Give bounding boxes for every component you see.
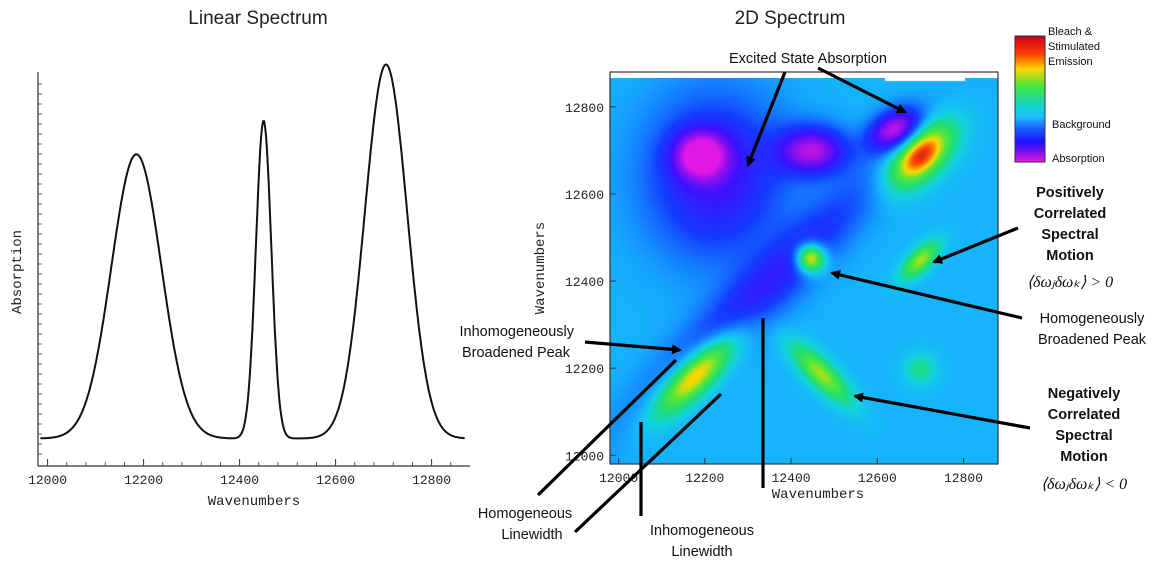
neg-corr-label-4: Motion — [1060, 449, 1108, 465]
neg-corr-arrow — [853, 392, 1031, 430]
2d-heatmap-wrapper — [610, 78, 998, 464]
homog-lw-label-1: Homogeneous — [478, 506, 572, 522]
pos-corr-arrow — [932, 226, 1019, 264]
linear-x-tick-label: 12800 — [412, 473, 451, 488]
inhomog-peak-label-1: Inhomogeneously — [460, 324, 575, 340]
linear-spectrum-title: Linear Spectrum — [188, 8, 327, 29]
linear-spectrum-panel: Linear Spectrum 12000 12200 12400 12600 1280… — [10, 8, 470, 510]
linear-x-tick-label: 12400 — [220, 473, 259, 488]
esa-arrow-1 — [746, 71, 787, 167]
linear-x-tick-label: 12000 — [28, 473, 67, 488]
2d-y-tick-label: 12200 — [565, 362, 604, 377]
2d-x-tick-label: 12600 — [858, 471, 897, 486]
linear-x-tick-label: 12200 — [124, 473, 163, 488]
linear-x-axis-label: Wavenumbers — [208, 494, 300, 510]
2d-y-axis-label: Wavenumbers — [533, 222, 549, 314]
2d-spectrum-panel: 2D Spectrum 12000 12200 12400 12600 12800 12… — [533, 8, 1111, 503]
linear-axes — [37, 72, 470, 467]
linear-y-axis-label: Absorption — [10, 230, 26, 314]
2d-x-ticks: 12000 12200 12400 12600 12800 — [599, 458, 983, 486]
esa-label: Excited State Absorption — [729, 51, 887, 67]
2d-heatmap — [610, 78, 998, 464]
neg-corr-label-3: Spectral — [1055, 428, 1112, 444]
absorption-curve — [40, 63, 465, 440]
homog-lw-line-1 — [536, 358, 678, 497]
2d-spectrum-title: 2D Spectrum — [735, 8, 846, 29]
pos-corr-formula: ⟨δωⱼδωₖ⟩ > 0 — [1027, 274, 1113, 291]
inhomog-peak-label-2: Broadened Peak — [462, 345, 571, 361]
homog-lw-label-2: Linewidth — [501, 527, 562, 543]
esa-arrow-2 — [817, 66, 907, 114]
pos-corr-label-2: Correlated — [1034, 206, 1107, 222]
colorbar-top-label-2: Stimulated — [1048, 41, 1100, 53]
pos-corr-label-3: Spectral — [1041, 227, 1098, 243]
colorbar-bottom-label: Absorption — [1052, 153, 1105, 165]
2d-plot-frame — [609, 71, 999, 465]
inhomog-lw-label-1: Inhomogeneous — [650, 523, 754, 539]
2d-x-tick-label: 12800 — [944, 471, 983, 486]
2d-x-tick-label: 12200 — [685, 471, 724, 486]
2d-y-tick-label: 12600 — [565, 188, 604, 203]
homog-peak-label-2: Broadened Peak — [1038, 332, 1147, 348]
2d-y-tick-label: 12800 — [565, 101, 604, 116]
neg-corr-label-1: Negatively — [1048, 386, 1121, 402]
2d-x-tick-label: 12400 — [772, 471, 811, 486]
colorbar-top-label-3: Emission — [1048, 56, 1093, 68]
2d-x-axis-label: Wavenumbers — [772, 487, 864, 503]
neg-corr-formula: ⟨δωⱼδωₖ⟩ < 0 — [1041, 476, 1127, 493]
neg-corr-label-2: Correlated — [1048, 407, 1121, 423]
inhomog-peak-arrow — [584, 340, 682, 355]
linear-x-ticks: 12000 12200 12400 12600 12800 — [28, 459, 452, 488]
colorbar-middle-label: Background — [1052, 119, 1111, 131]
2d-y-tick-label: 12400 — [565, 275, 604, 290]
linear-y-minor-ticks — [38, 83, 42, 455]
linear-x-tick-label: 12600 — [316, 473, 355, 488]
pos-corr-label-4: Motion — [1046, 248, 1094, 264]
colorbar-gradient — [1014, 35, 1046, 163]
pos-corr-label-1: Positively — [1036, 185, 1104, 201]
colorbar-top-label-1: Bleach & — [1048, 26, 1093, 38]
annotations: Excited State Absorption Inhomogeneously… — [460, 51, 1147, 560]
homog-lw-line-2 — [573, 392, 723, 534]
homog-peak-label-1: Homogeneously — [1040, 311, 1146, 327]
inhomog-lw-label-2: Linewidth — [671, 544, 732, 560]
colorbar: Bleach & Stimulated Emission Background … — [1014, 26, 1111, 165]
homog-peak-arrow — [830, 269, 1023, 320]
